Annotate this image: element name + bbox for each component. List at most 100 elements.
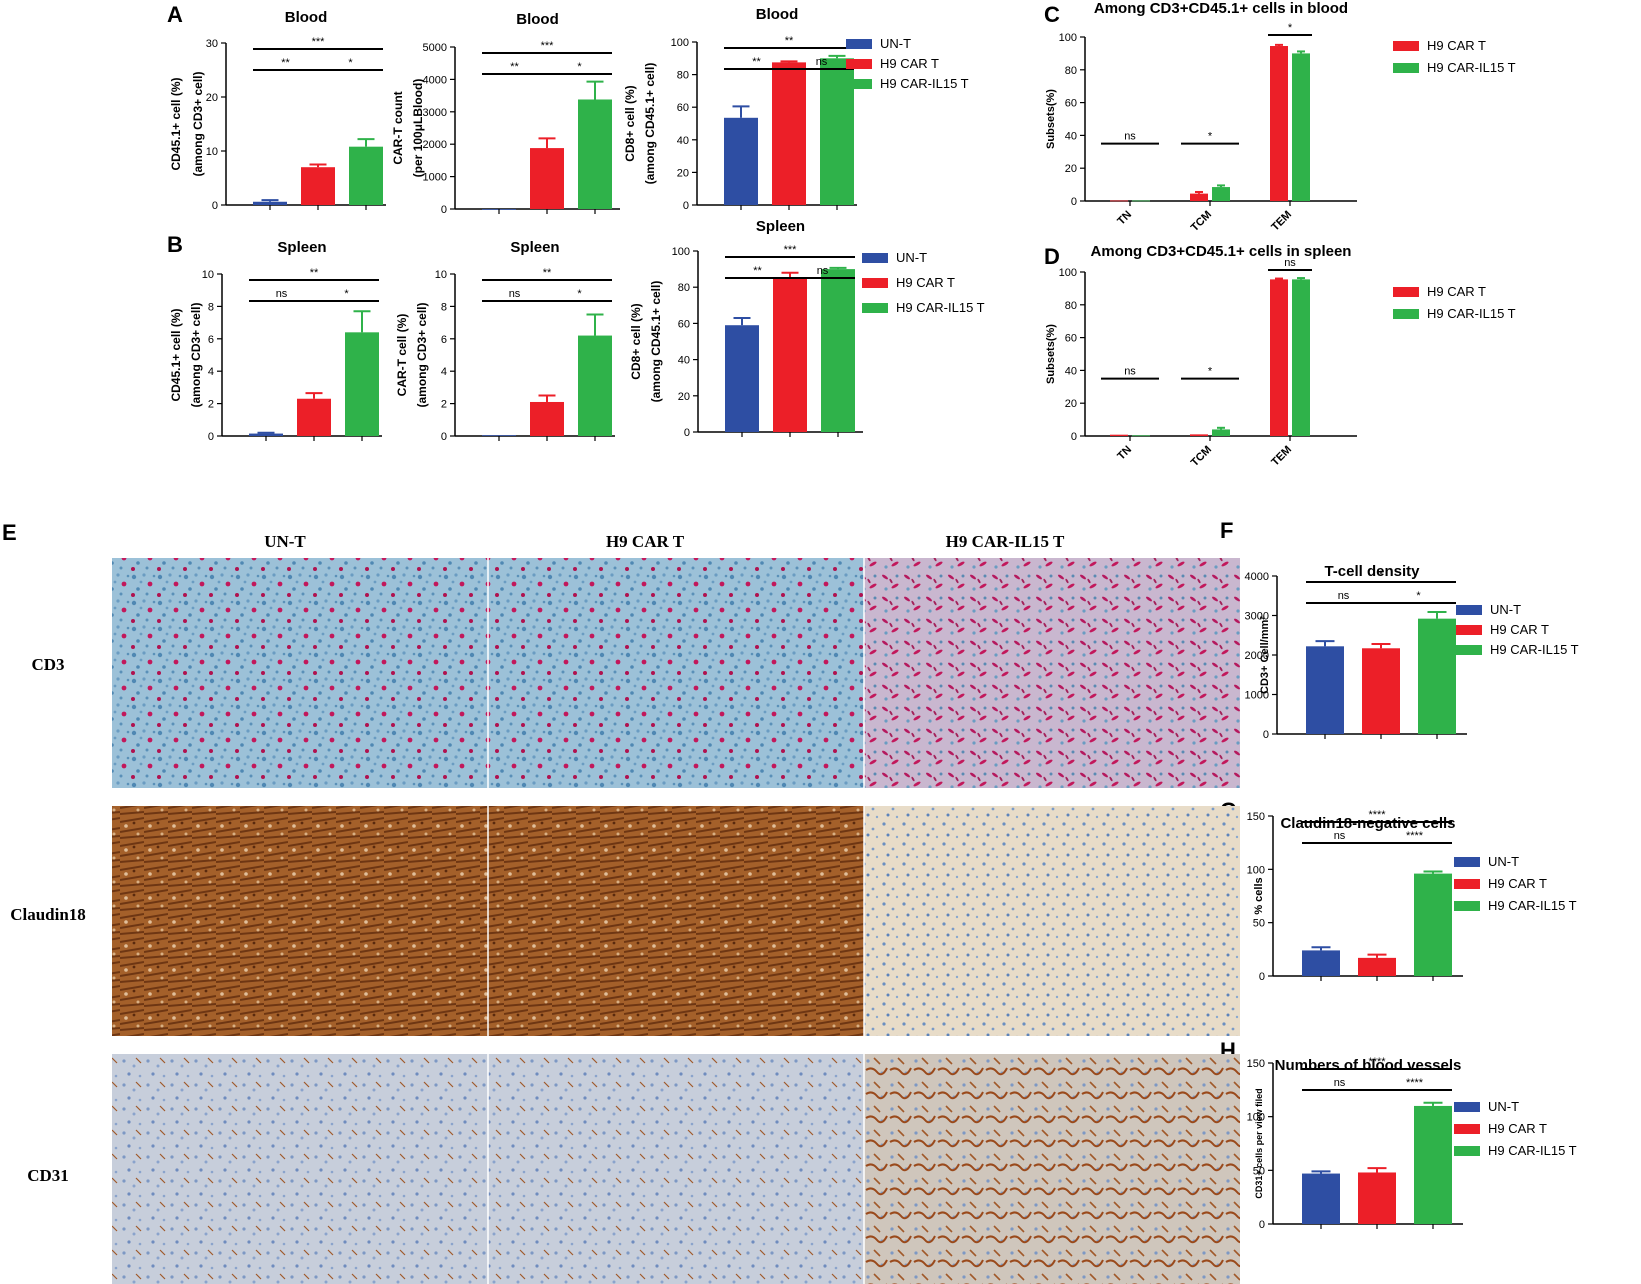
y-tick-label: 0 [208,431,214,443]
legend-label: UN-T [1488,1099,1519,1114]
chart-g: Claudin18-negative cells 0 50 100 150 % cells… [1247,809,1577,983]
chart-title: Spleen [756,218,805,235]
y-tick-label: 40 [1065,130,1077,142]
significance-label: *** [312,36,326,48]
legend-swatch [1393,309,1419,319]
histology-row-claudin18: Claudin18 [10,905,86,924]
chart-title: Blood [285,9,328,26]
y-tick-label: 20 [677,167,689,179]
bar-un-t [725,325,759,432]
significance-label: **** [1406,830,1424,842]
y-tick-label: 10 [435,269,447,281]
legend-swatch [1456,605,1482,615]
bar-un-t [253,201,287,205]
y-tick-label: 0 [684,427,690,439]
significance-label: * [1288,22,1293,34]
bar-h9-car-il15-t [345,332,379,436]
significance-label: ns [276,288,288,300]
y-tick-label: 4000 [1245,571,1269,583]
y-tick-label: 3000 [423,107,447,119]
x-tick-label: TCM [1189,444,1214,469]
legend-swatch [1393,287,1419,297]
legend-label: H9 CAR-IL15 T [1488,898,1577,913]
histology-image-cd3-h9-car-il15-t [864,558,1240,788]
significance-label: * [348,57,353,69]
panel-letter-c: C [1044,2,1060,27]
legend-swatch [1454,1124,1480,1134]
legend-label: H9 CAR-IL15 T [1488,1143,1577,1158]
bar-un-t [1302,950,1340,976]
bar-tcm-h9-car-il15-t [1212,187,1230,201]
bar-h9-car-il15-t [1414,873,1452,976]
y-tick-label: 150 [1247,811,1265,823]
y-tick-label: 60 [1065,98,1077,110]
histology-image-cd31-un-t [112,1054,488,1284]
y-tick-label: 0 [1071,196,1077,208]
histology-col-un-t: UN-T [264,532,306,551]
chart-title: Blood [756,6,799,23]
y-tick-label: 10 [202,269,214,281]
bar-un-t [249,433,283,436]
y-axis-label: CD31+ cells per view filed [1254,1088,1264,1198]
significance-label: ns [1124,366,1136,378]
significance-label: * [344,288,349,300]
x-tick-label: TEM [1269,209,1294,234]
legend-swatch [846,39,872,49]
y-tick-label: 8 [441,301,447,313]
legend-label: UN-T [880,36,911,51]
legend-swatch [862,278,888,288]
chart-a1: Blood 0 10 20 30 CD45.1+ cell (%) (among CD3+ … [169,9,386,212]
significance-label: * [1416,590,1421,602]
legend-label: H9 CAR-IL15 T [1427,306,1516,321]
y-tick-label: 20 [206,92,218,104]
y-axis-label: CAR-T cell (%) [395,314,409,397]
y-tick-label: 80 [677,70,689,82]
legend-swatch [1456,625,1482,635]
significance-label: ** [753,265,762,277]
y-tick-label: 40 [678,355,690,367]
chart-title: Claudin18-negative cells [1280,815,1455,832]
legend-swatch [1454,1102,1480,1112]
y-tick-label: 40 [1065,365,1077,377]
significance-label: ns [816,56,828,68]
y-tick-label: 1000 [1245,690,1269,702]
y-axis-label: Subsets(%) [1045,89,1057,149]
bar-tn-h9-car-il15-t [1132,200,1150,202]
histology-image-cd3-un-t [112,558,488,788]
bar-h9-car-t [1362,648,1400,734]
bar-un-t [1302,1173,1340,1224]
significance-label: * [577,288,582,300]
panel-letter-b: B [167,232,183,257]
y-tick-label: 20 [1065,163,1077,175]
significance-label: * [1208,131,1213,143]
y-axis-label-line2: (among CD45.1+ cell) [649,281,663,403]
y-tick-label: 100 [671,37,689,49]
significance-label: ns [1334,1077,1346,1089]
significance-label: ns [1284,257,1296,269]
legend-swatch [846,59,872,69]
y-tick-label: 6 [441,334,447,346]
bar-tcm-h9-car-t [1190,434,1208,436]
y-tick-label: 0 [441,431,447,443]
y-tick-label: 100 [1059,32,1077,44]
y-tick-label: 2000 [423,139,447,151]
bar-tcm-h9-car-il15-t [1212,429,1230,436]
histology-image-claudin18-h9-car-il15-t [864,806,1240,1036]
y-tick-label: 40 [677,135,689,147]
y-tick-label: 5000 [423,42,447,54]
legend-label: UN-T [896,250,927,265]
y-tick-label: 0 [1071,431,1077,443]
y-tick-label: 100 [672,246,690,258]
y-tick-label: 4 [441,366,447,378]
y-tick-label: 20 [1065,398,1077,410]
chart-title: Spleen [510,239,559,256]
bar-h9-car-t [773,278,807,432]
y-tick-label: 60 [678,318,690,330]
panel-letter-f: F [1220,518,1233,543]
histology-image-claudin18-h9-car-t [488,806,864,1036]
bar-h9-car-t [297,398,331,436]
y-tick-label: 80 [1065,300,1077,312]
legend-label: H9 CAR T [1427,38,1486,53]
legend-swatch [1454,1146,1480,1156]
